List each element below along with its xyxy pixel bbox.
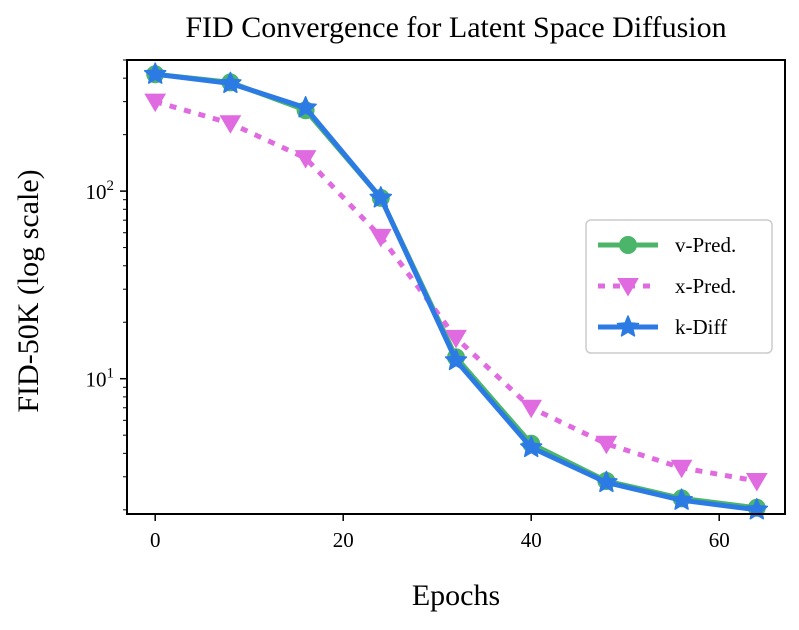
data-point [444, 348, 468, 371]
star-marker [616, 315, 640, 337]
data-point [143, 62, 167, 84]
chart-title: FID Convergence for Latent Space Diffusi… [185, 11, 726, 44]
data-point [670, 488, 693, 510]
data-point [520, 399, 543, 419]
data-point [144, 93, 167, 113]
legend-item: k-Diff [598, 315, 727, 339]
circle-marker [619, 236, 637, 254]
x-tick-label: 20 [333, 528, 354, 552]
legend-label: k-Diff [675, 315, 727, 339]
triangle-down-marker [617, 278, 639, 297]
data-point [445, 329, 467, 349]
legend-item: v-Pred. [598, 233, 736, 257]
data-point [219, 71, 242, 94]
plot-frame [126, 59, 786, 515]
legend-label: v-Pred. [675, 233, 736, 257]
data-point [745, 472, 768, 492]
y-axis-label: FID-50K (log scale) [12, 169, 45, 412]
data-point [369, 186, 393, 208]
x-tick-label: 60 [709, 528, 730, 552]
data-point [369, 228, 392, 248]
data-point [519, 435, 543, 458]
y-tick-label: 102 [86, 178, 115, 204]
legend-label: x-Pred. [675, 274, 736, 298]
plot-area: 0 20 40 60 101 102 [86, 59, 786, 552]
data-point [595, 435, 618, 455]
series-x-pred [144, 93, 768, 492]
data-point [595, 470, 618, 493]
legend-item: x-Pred. [598, 274, 736, 298]
data-point [294, 96, 317, 118]
x-tick-label: 0 [150, 528, 161, 552]
data-point [670, 459, 693, 479]
data-point [219, 115, 242, 134]
x-axis-label: Epochs [412, 579, 500, 612]
data-point [294, 150, 317, 169]
legend-box [585, 219, 773, 354]
y-tick-label: 101 [86, 366, 115, 392]
x-tick-label: 40 [521, 528, 542, 552]
legend: v-Pred. x-Pred. k-Diff [585, 219, 773, 354]
